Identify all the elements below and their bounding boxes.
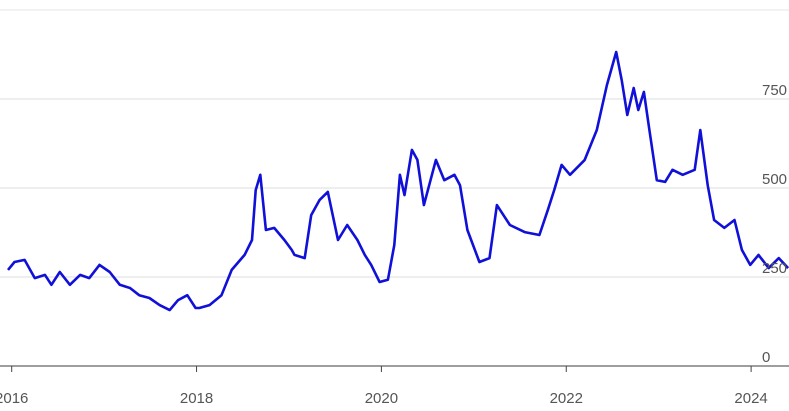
x-tick-label: 2018 (180, 390, 213, 407)
x-tick-label: 2020 (365, 390, 398, 407)
y-tick-label: 500 (762, 171, 787, 188)
series-line (6, 50, 789, 312)
y-tick-label: 750 (762, 82, 787, 99)
y-tick-label: 250 (762, 260, 787, 277)
x-tick-label: 2022 (550, 390, 583, 407)
y-tick-label: 0 (762, 349, 770, 366)
x-tick-label: 2016 (0, 390, 28, 407)
axes: 0 250 500 750 2016 2018 2020 2022 2024 (0, 82, 789, 407)
x-tick-label: 2024 (734, 390, 767, 407)
plot-area (6, 50, 789, 312)
